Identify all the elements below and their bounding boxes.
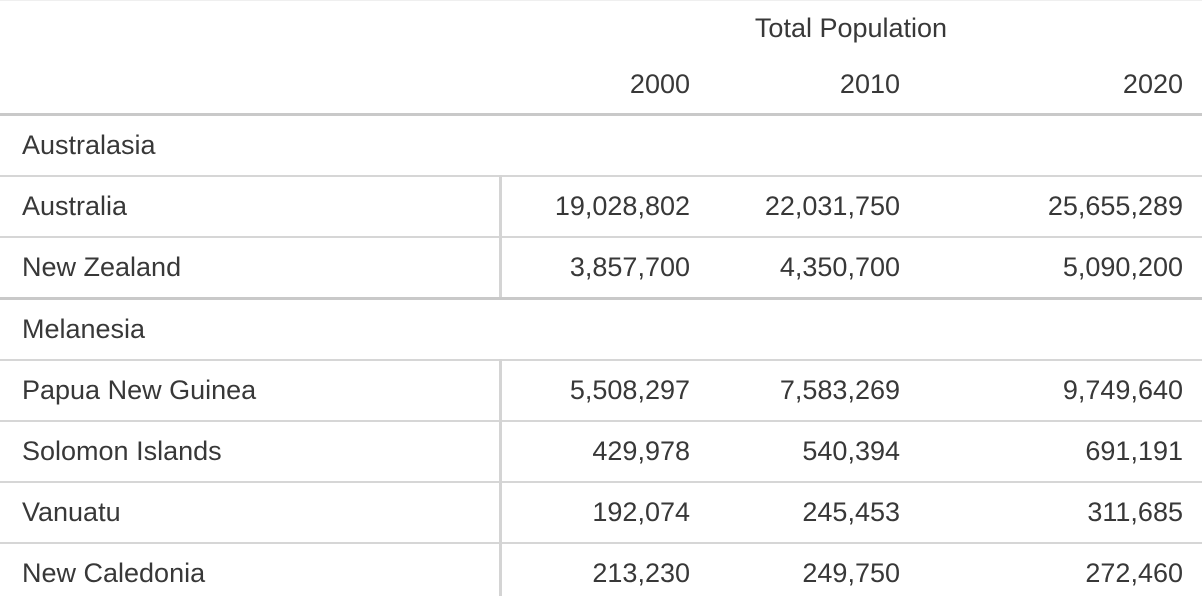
cell-value: 9,749,640 (912, 360, 1202, 422)
row-label: New Caledonia (0, 543, 500, 596)
cell-value: 22,031,750 (702, 176, 912, 238)
cell-value: 19,028,802 (498, 176, 702, 238)
column-header-2000: 2000 (500, 56, 702, 116)
table-row-australia: Australia 19,028,802 22,031,750 25,655,2… (0, 176, 1202, 238)
column-header-2010: 2010 (702, 56, 912, 116)
cell-value: 25,655,289 (912, 176, 1202, 238)
cell-value: 5,508,297 (498, 360, 702, 422)
table-row-new-caledonia: New Caledonia 213,230 249,750 272,460 (0, 543, 1202, 596)
spanner-spacer (0, 1, 500, 57)
cell-value: 4,350,700 (702, 237, 912, 300)
cell-value: 311,685 (912, 482, 1202, 544)
cell-value: 249,750 (702, 543, 912, 596)
cell-value: 7,583,269 (702, 360, 912, 422)
cell-value: 691,191 (912, 421, 1202, 483)
group-header-label: Melanesia (0, 298, 1202, 361)
table-row-solomon-islands: Solomon Islands 429,978 540,394 691,191 (0, 421, 1202, 483)
table-row-new-zealand: New Zealand 3,857,700 4,350,700 5,090,20… (0, 237, 1202, 300)
table-row-spanner: Total Population (0, 1, 1202, 57)
cell-value: 245,453 (702, 482, 912, 544)
cell-value: 192,074 (498, 482, 702, 544)
table-row-vanuatu: Vanuatu 192,074 245,453 311,685 (0, 482, 1202, 544)
row-label: Papua New Guinea (0, 360, 500, 422)
group-header-label: Australasia (0, 114, 1202, 177)
cell-value: 5,090,200 (912, 237, 1202, 300)
table-row-papua-new-guinea: Papua New Guinea 5,508,297 7,583,269 9,7… (0, 360, 1202, 422)
column-header-2020: 2020 (912, 56, 1202, 116)
table-row-column-headers: 2000 2010 2020 (0, 56, 1202, 116)
cell-value: 272,460 (912, 543, 1202, 596)
table-row-group-melanesia: Melanesia (0, 298, 1202, 361)
cell-value: 3,857,700 (498, 237, 702, 300)
row-label: New Zealand (0, 237, 500, 300)
cell-value: 213,230 (498, 543, 702, 596)
column-spanner-label: Total Population (754, 13, 948, 43)
table-row-group-australasia: Australasia (0, 114, 1202, 177)
cell-value: 540,394 (702, 421, 912, 483)
stub-header (0, 56, 500, 116)
row-label: Australia (0, 176, 500, 238)
cell-value: 429,978 (498, 421, 702, 483)
row-label: Vanuatu (0, 482, 500, 544)
row-label: Solomon Islands (0, 421, 500, 483)
